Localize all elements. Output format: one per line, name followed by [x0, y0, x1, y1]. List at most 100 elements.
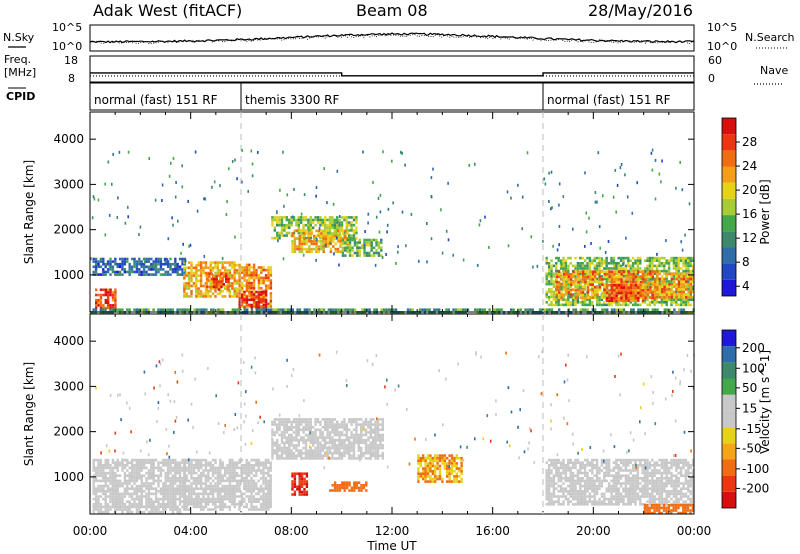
power-cell	[625, 236, 627, 240]
power-cell	[109, 262, 112, 266]
velocity-cell	[162, 484, 165, 488]
power-cell	[262, 266, 265, 269]
power-cell	[220, 285, 223, 289]
velocity-cell	[183, 471, 186, 475]
power-cell	[682, 285, 685, 289]
power-cell	[255, 268, 258, 272]
velocity-cell	[202, 508, 205, 511]
velocity-cell	[171, 469, 175, 472]
velocity-cell	[102, 464, 105, 467]
power-cell	[651, 273, 654, 276]
velocity-cell	[197, 482, 200, 485]
power-cell	[558, 273, 561, 276]
velocity-cell	[109, 508, 112, 511]
velocity-cell	[240, 464, 244, 467]
power-cell	[691, 267, 695, 270]
power-cell	[264, 274, 268, 277]
power-cell	[594, 308, 597, 311]
power-cell	[133, 260, 136, 263]
power-cell	[583, 288, 587, 291]
power-cell	[126, 308, 129, 311]
velocity-cell	[269, 487, 272, 490]
power-cell	[178, 308, 182, 311]
power-cell	[310, 250, 313, 253]
power-cell	[651, 259, 654, 262]
power-cell	[364, 230, 366, 233]
power-cell	[530, 235, 533, 239]
velocity-cell	[271, 457, 274, 460]
power-cell	[675, 290, 678, 294]
velocity-cell	[178, 497, 182, 501]
power-cell	[598, 259, 601, 262]
velocity-cell	[302, 431, 305, 434]
power-cell	[663, 283, 666, 286]
power-cell	[634, 296, 638, 300]
velocity-cell	[197, 474, 200, 477]
velocity-cell	[190, 466, 193, 470]
power-cell	[329, 234, 333, 238]
power-cell	[195, 284, 198, 288]
velocity-cell	[295, 423, 298, 426]
power-cell	[656, 283, 659, 286]
velocity-cell	[240, 469, 244, 472]
velocity-cell	[157, 497, 160, 501]
power-cell	[211, 292, 215, 296]
velocity-cell	[360, 425, 363, 429]
power-cell	[348, 251, 352, 255]
velocity-cell	[97, 505, 100, 509]
power-cell	[386, 230, 388, 234]
power-cell	[600, 298, 604, 301]
velocity-cell	[145, 500, 148, 503]
power-cell	[625, 280, 628, 284]
power-cell	[317, 229, 321, 233]
power-cell	[654, 296, 657, 299]
velocity-cell	[157, 474, 160, 477]
power-cell	[354, 308, 357, 311]
velocity-cell	[162, 458, 165, 462]
power-cell	[240, 284, 244, 287]
power-cell	[147, 268, 151, 271]
velocity-cell	[221, 484, 224, 488]
velocity-cell	[164, 484, 167, 488]
velocity-cell	[350, 433, 353, 437]
power-cell	[668, 288, 671, 291]
power-cell	[620, 299, 623, 303]
velocity-cell	[219, 477, 222, 480]
power-cell	[320, 245, 323, 248]
power-cell	[612, 262, 616, 265]
power-cell	[610, 291, 614, 295]
power-cell	[238, 303, 241, 307]
power-cell	[595, 303, 599, 307]
power-cell	[665, 239, 667, 243]
velocity-cell	[128, 503, 131, 506]
velocity-cell	[126, 461, 129, 464]
power-cell	[248, 271, 251, 274]
power-cell	[104, 291, 107, 294]
power-cell	[656, 286, 659, 289]
power-cell	[612, 195, 615, 199]
power-cell	[195, 289, 198, 293]
power-cell	[355, 229, 358, 232]
velocity-cell	[202, 492, 205, 496]
power-cell	[300, 221, 303, 224]
power-cell	[620, 289, 623, 292]
power-cell	[183, 292, 186, 296]
velocity-cell	[171, 461, 175, 464]
power-cell	[174, 195, 177, 199]
power-cell	[363, 243, 366, 247]
power-cell	[646, 303, 649, 307]
power-cell	[181, 273, 184, 276]
power-cell	[97, 301, 100, 305]
power-cell	[381, 256, 384, 259]
velocity-cell	[245, 477, 248, 480]
velocity-cell	[314, 418, 317, 421]
power-cell	[483, 308, 486, 311]
power-cell	[121, 262, 124, 266]
power-cell	[228, 167, 230, 171]
power-cell	[344, 246, 347, 250]
power-cell	[114, 257, 117, 261]
velocity-cell	[164, 464, 167, 467]
power-cell	[238, 274, 241, 277]
velocity-cell	[372, 436, 375, 439]
power-cell	[336, 250, 340, 253]
